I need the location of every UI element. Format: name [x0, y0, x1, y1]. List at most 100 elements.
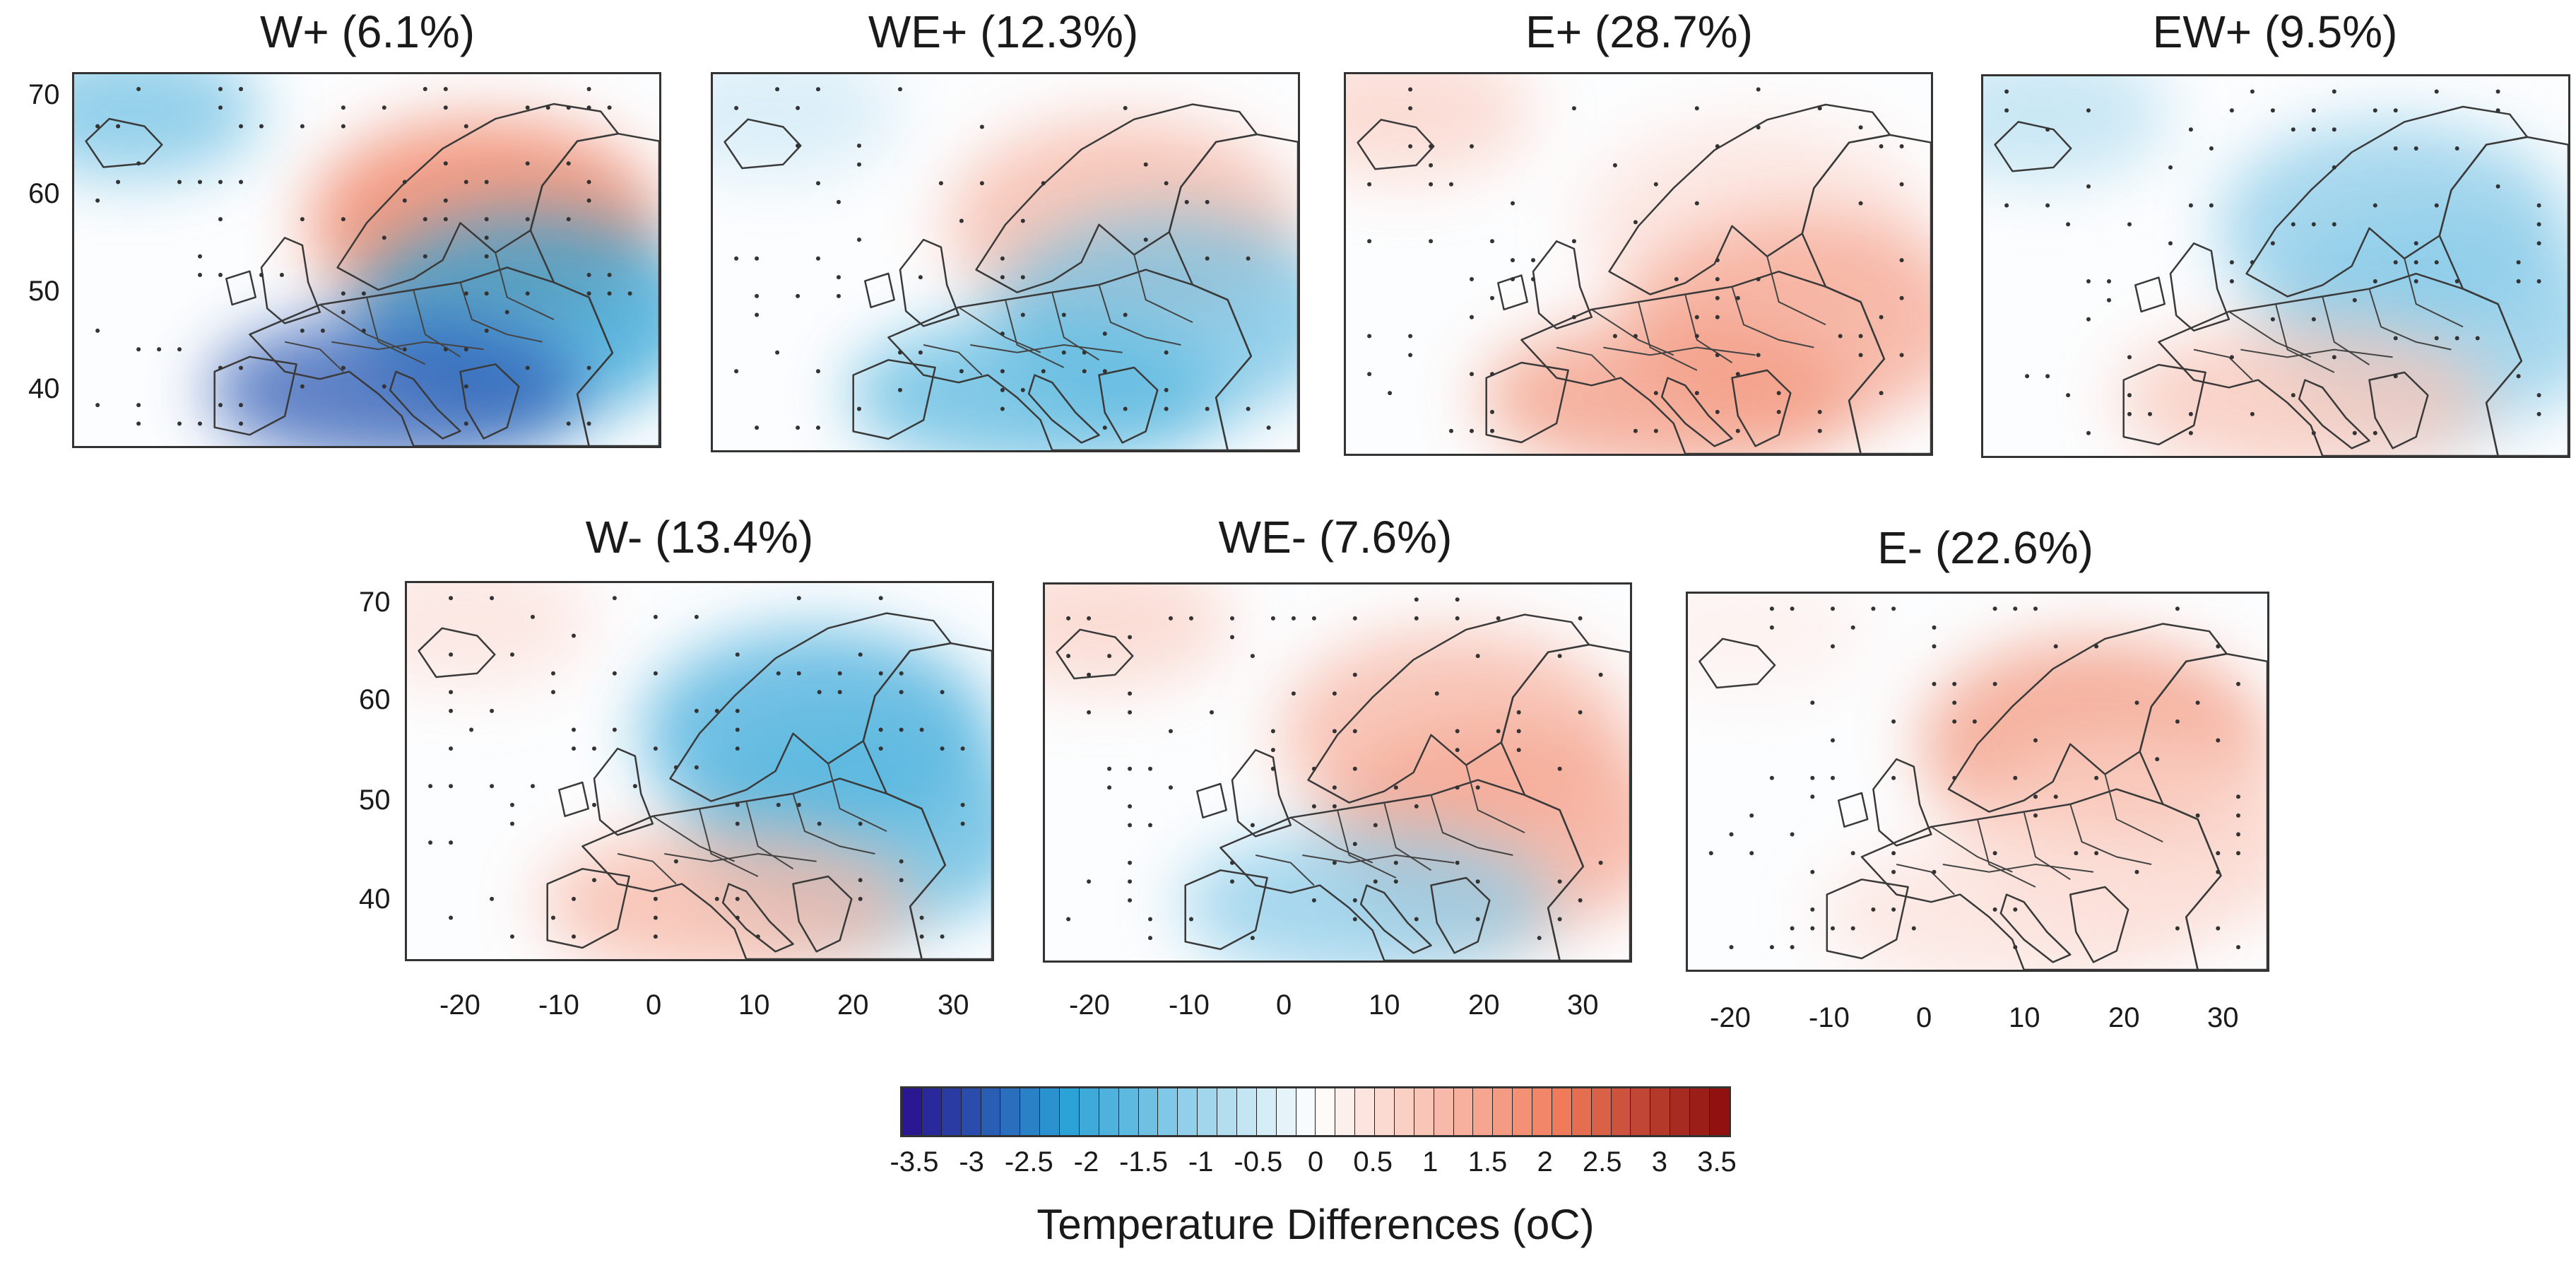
significance-dot [1250, 936, 1255, 941]
significance-dot [1169, 729, 1173, 734]
significance-dot [632, 784, 637, 789]
significance-dot [1899, 295, 1904, 300]
country-border [2240, 348, 2393, 358]
anomaly-field [2117, 323, 2493, 456]
country-border [1337, 809, 1397, 879]
significance-dot [1246, 256, 1251, 261]
significance-dot [2516, 260, 2521, 265]
significance-dot [1749, 851, 1754, 856]
colorbar-swatch [1099, 1088, 1119, 1135]
significance-dot [796, 143, 800, 148]
lon-tick-label: 30 [938, 989, 969, 1021]
significance-dot [1715, 258, 1720, 263]
significance-dot [1367, 334, 1372, 339]
significance-dot [341, 124, 345, 129]
significance-dot [940, 746, 945, 751]
significance-dot [1511, 201, 1515, 206]
coastline [2368, 371, 2429, 450]
significance-dot [817, 690, 822, 695]
significance-dot [2352, 298, 2357, 302]
country-border [2368, 288, 2452, 351]
significance-dot [1332, 691, 1337, 696]
significance-dot [1470, 428, 1474, 433]
significance-dot [1891, 907, 1896, 912]
significance-dot [592, 878, 596, 883]
significance-dot [1769, 625, 1774, 630]
colorbar-tick-label: -3 [959, 1146, 984, 1177]
significance-dot [2393, 260, 2398, 265]
significance-dot [259, 124, 264, 129]
significance-dot [1891, 851, 1896, 856]
significance-dot [136, 421, 141, 426]
significance-dot [1470, 144, 1474, 148]
significance-dot [463, 180, 468, 184]
significance-dot [837, 690, 842, 695]
significance-dot [2025, 374, 2030, 379]
significance-dot [402, 198, 407, 203]
lat-tick-label: 70 [28, 79, 60, 110]
significance-dot [2393, 374, 2398, 379]
country-border [1302, 854, 1455, 864]
significance-dot [607, 291, 612, 296]
significance-dot [858, 652, 863, 657]
panel-title: WE- (7.6%) [1218, 512, 1453, 563]
country-border [2322, 296, 2370, 365]
colorbar-tick-label: 3.5 [1697, 1146, 1737, 1177]
significance-dot [300, 384, 305, 389]
significance-dot [1490, 295, 1494, 300]
significance-dot [1455, 729, 1460, 734]
significance-dot [239, 421, 243, 426]
significance-dot [2536, 279, 2541, 283]
panel-ew-plus: EW+ (9.5%) [1936, 0, 2576, 495]
significance-dot [361, 291, 366, 296]
significance-dot [796, 425, 800, 430]
significance-dot [490, 596, 495, 601]
significance-dot [1352, 842, 1357, 847]
panel-title: E- (22.6%) [1877, 522, 2093, 573]
significance-dot [2332, 89, 2336, 94]
coastline [593, 747, 654, 836]
significance-dot [1169, 785, 1173, 790]
country-border [2275, 303, 2335, 373]
significance-dot [1123, 105, 1128, 110]
significance-dot [1210, 710, 1214, 715]
significance-dot [734, 105, 739, 110]
significance-dot [2536, 411, 2541, 416]
significance-dot [2013, 945, 2018, 950]
significance-dot [673, 859, 678, 864]
colorbar-swatch [1296, 1088, 1316, 1135]
significance-dot [2454, 279, 2459, 283]
significance-dot [940, 690, 945, 695]
significance-dot [1128, 710, 1133, 715]
country-border [1684, 294, 1733, 363]
country-border [1290, 816, 1373, 864]
significance-dot [490, 708, 495, 713]
coastline [418, 627, 496, 679]
lon-tick-label: 0 [1276, 989, 1292, 1021]
significance-dot [2209, 146, 2214, 151]
coastline [1231, 748, 1292, 838]
coastline [1184, 869, 1268, 951]
significance-dot [586, 180, 591, 184]
lon-tick-label: 10 [1369, 989, 1400, 1021]
significance-dot [1891, 606, 1896, 611]
significance-dot [1653, 391, 1658, 396]
significance-dot [1087, 710, 1092, 715]
significance-dot [2053, 794, 2058, 799]
significance-dot [1756, 277, 1761, 281]
significance-dot [919, 727, 924, 732]
significance-dot [959, 218, 964, 223]
significance-dot [2413, 241, 2418, 246]
colorbar-swatch [902, 1088, 922, 1135]
significance-dot [858, 878, 863, 883]
significance-dot [1516, 748, 1521, 753]
significance-dot [449, 784, 454, 789]
significance-dot [177, 180, 182, 184]
coastline [1994, 121, 2072, 172]
anomaly-field [1346, 74, 1533, 181]
significance-dot [1490, 428, 1494, 433]
significance-dot [1311, 616, 1316, 621]
lon-tick-label: -10 [538, 989, 579, 1021]
significance-dot [1653, 428, 1658, 433]
colorbar-tick-label: 0 [1307, 1146, 1324, 1177]
